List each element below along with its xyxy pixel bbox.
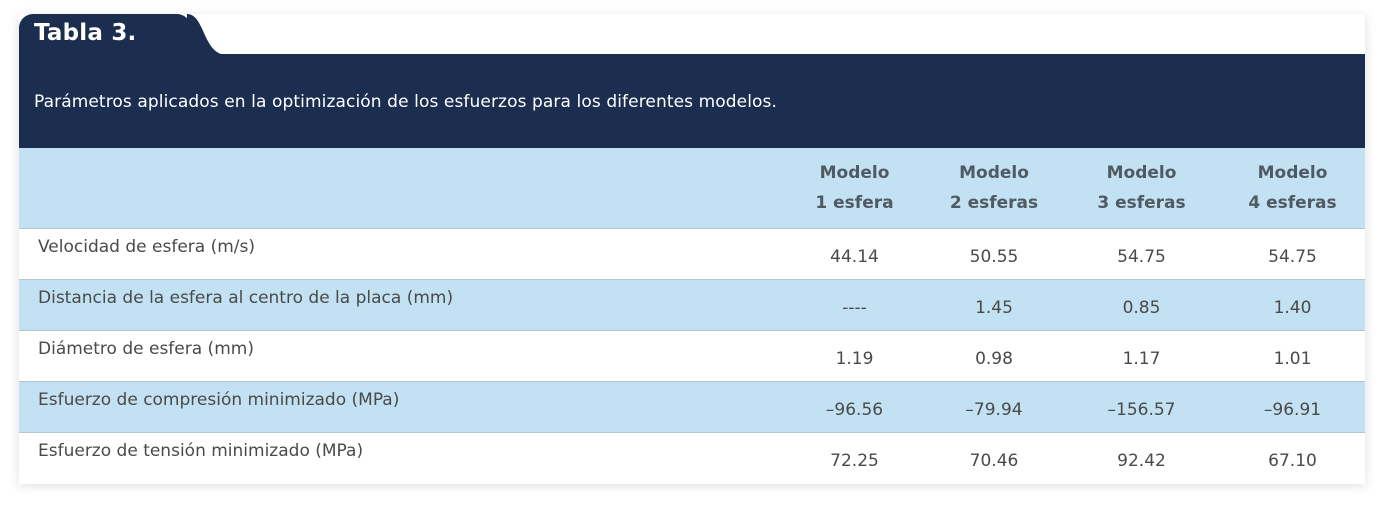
table-cell: 1.17 bbox=[1063, 330, 1220, 382]
table-cell: 92.42 bbox=[1063, 432, 1220, 483]
column-header-empty bbox=[19, 148, 784, 229]
column-header-line: Modelo bbox=[819, 163, 890, 183]
column-header-modelo-2: Modelo 2 esferas bbox=[925, 148, 1063, 229]
table-row: Esfuerzo de tensión minimizado (MPa) 72.… bbox=[19, 432, 1365, 483]
table-cell: –156.57 bbox=[1063, 381, 1220, 433]
table-cell: 1.19 bbox=[784, 330, 925, 382]
table-title: Tabla 3. bbox=[34, 20, 137, 46]
table-cell: 44.14 bbox=[784, 228, 925, 280]
table-cell: 1.45 bbox=[925, 279, 1063, 331]
table-card: Tabla 3. Parámetros aplicados en la opti… bbox=[19, 14, 1365, 484]
table-cell: 0.98 bbox=[925, 330, 1063, 382]
column-header-line: Modelo bbox=[959, 163, 1029, 183]
table-row: Esfuerzo de compresión minimizado (MPa) … bbox=[19, 381, 1365, 433]
table-title-tab: Tabla 3. bbox=[19, 14, 191, 55]
column-header-line: Modelo bbox=[1257, 163, 1328, 183]
column-header-line: 4 esferas bbox=[1248, 193, 1337, 213]
column-header-modelo-3: Modelo 3 esferas bbox=[1063, 148, 1220, 229]
row-label: Esfuerzo de tensión minimizado (MPa) bbox=[19, 432, 784, 483]
row-label: Diámetro de esfera (mm) bbox=[19, 330, 784, 382]
table-row: Diámetro de esfera (mm) 1.19 0.98 1.17 1… bbox=[19, 330, 1365, 382]
column-header-line: 3 esferas bbox=[1097, 193, 1186, 213]
row-label: Distancia de la esfera al centro de la p… bbox=[19, 279, 784, 331]
table-cell: 50.55 bbox=[925, 228, 1063, 280]
column-header-line: 1 esfera bbox=[815, 193, 894, 213]
table-cell: 67.10 bbox=[1220, 432, 1365, 483]
table-caption: Parámetros aplicados en la optimización … bbox=[34, 92, 778, 112]
table-cell: –96.91 bbox=[1220, 381, 1365, 433]
column-header-line: Modelo bbox=[1106, 163, 1177, 183]
row-label: Velocidad de esfera (m/s) bbox=[19, 228, 784, 280]
table-cell: 1.01 bbox=[1220, 330, 1365, 382]
table-cell: 70.46 bbox=[925, 432, 1063, 483]
table-cell: 72.25 bbox=[784, 432, 925, 483]
table-cell: 1.40 bbox=[1220, 279, 1365, 331]
table-cell: 0.85 bbox=[1063, 279, 1220, 331]
table-cell: 54.75 bbox=[1063, 228, 1220, 280]
table-header-row: Modelo 1 esfera Modelo 2 esferas Modelo … bbox=[19, 148, 1365, 229]
table-header-band: Parámetros aplicados en la optimización … bbox=[19, 54, 1365, 148]
column-header-modelo-1: Modelo 1 esfera bbox=[784, 148, 925, 229]
table-row: Velocidad de esfera (m/s) 44.14 50.55 54… bbox=[19, 228, 1365, 280]
table-cell: 54.75 bbox=[1220, 228, 1365, 280]
tab-curve-shape bbox=[187, 14, 227, 55]
parameters-table: Modelo 1 esfera Modelo 2 esferas Modelo … bbox=[19, 148, 1365, 483]
row-label: Esfuerzo de compresión minimizado (MPa) bbox=[19, 381, 784, 433]
table-cell: –79.94 bbox=[925, 381, 1063, 433]
table-cell: ---- bbox=[784, 279, 925, 331]
column-header-modelo-4: Modelo 4 esferas bbox=[1220, 148, 1365, 229]
table-row: Distancia de la esfera al centro de la p… bbox=[19, 279, 1365, 331]
table-cell: –96.56 bbox=[784, 381, 925, 433]
column-header-line: 2 esferas bbox=[949, 193, 1039, 213]
